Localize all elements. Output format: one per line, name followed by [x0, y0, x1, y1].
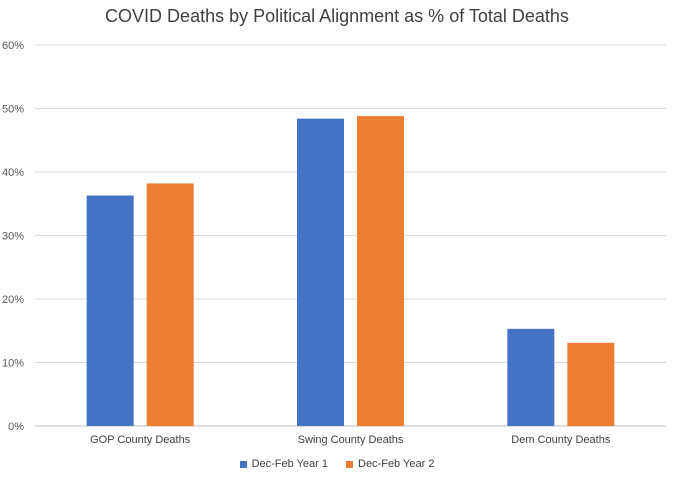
legend-label-year-2: Dec-Feb Year 2	[358, 458, 435, 470]
y-tick-label: 0%	[8, 421, 24, 433]
legend: Dec-Feb Year 1 Dec-Feb Year 2	[0, 458, 674, 470]
bar	[146, 183, 194, 426]
bar	[507, 328, 555, 426]
legend-item-year-2: Dec-Feb Year 2	[346, 458, 434, 470]
bar	[297, 118, 344, 426]
legend-swatch-year-2	[346, 460, 353, 468]
chart-title: COVID Deaths by Political Alignment as %…	[105, 6, 569, 26]
x-tick-label: GOP County Deaths	[90, 434, 191, 446]
bar	[86, 195, 134, 426]
y-tick-label: 60%	[2, 40, 24, 52]
bar	[567, 342, 615, 426]
y-tick-label: 50%	[2, 104, 24, 116]
x-tick-label: Dem County Deaths	[511, 434, 611, 446]
y-tick-label: 30%	[2, 231, 24, 243]
x-tick-label: Swing County Deaths	[298, 434, 404, 446]
legend-swatch-year-1	[239, 460, 247, 468]
bar	[357, 116, 404, 427]
legend-label-year-1: Dec-Feb Year 1	[251, 458, 328, 470]
y-tick-label: 10%	[2, 358, 24, 370]
y-tick-label: 20%	[2, 294, 24, 306]
y-tick-label: 40%	[2, 167, 24, 179]
legend-item-year-1: Dec-Feb Year 1	[239, 458, 328, 470]
